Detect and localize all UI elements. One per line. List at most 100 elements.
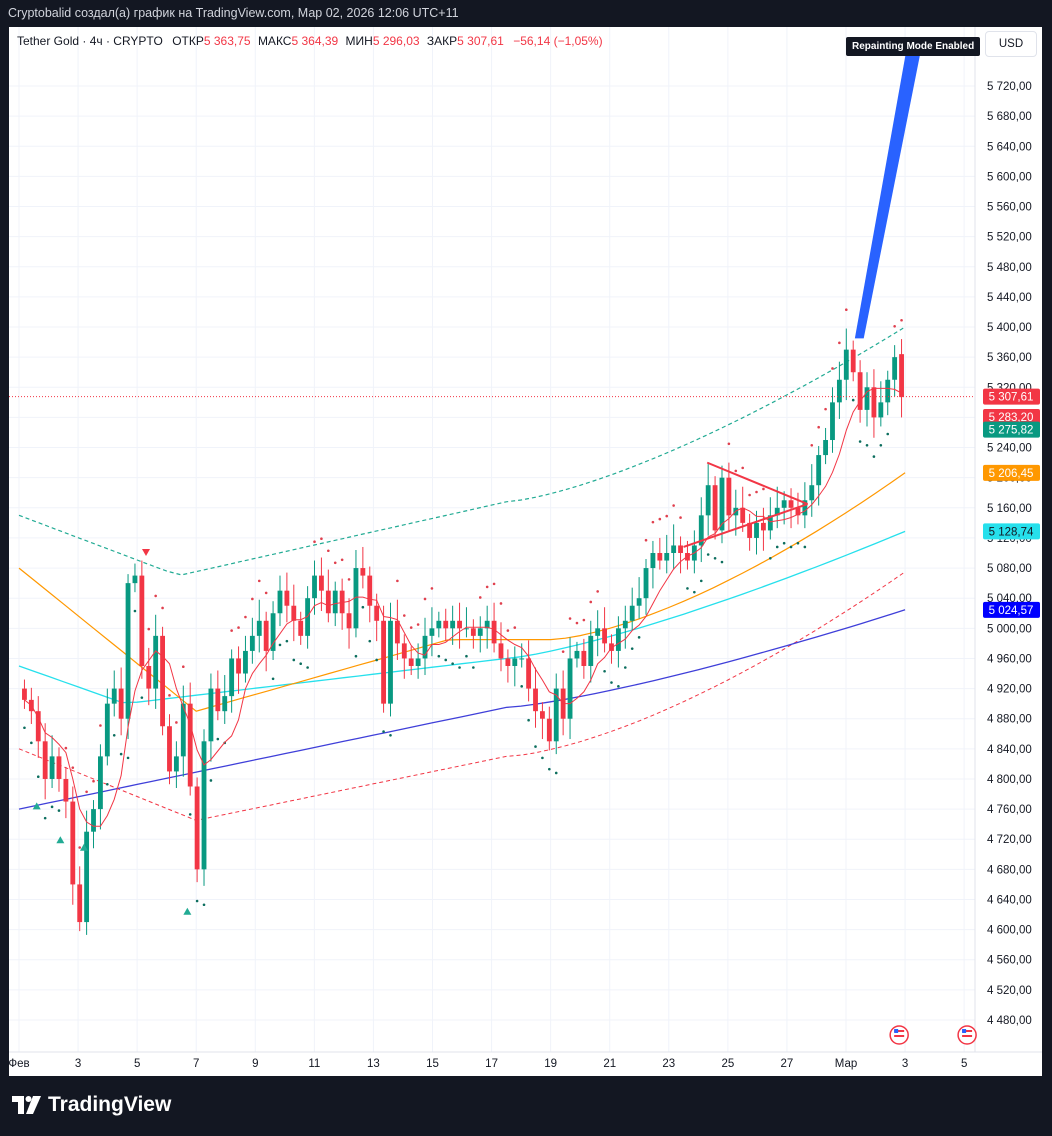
buy-signal-marker — [32, 802, 41, 810]
sar-dot — [230, 629, 233, 632]
bear-candle — [263, 620, 269, 651]
buy-signal-marker — [79, 843, 88, 851]
bull-candle — [809, 485, 815, 501]
sar-dot — [251, 597, 254, 601]
x-tick-label: 9 — [252, 1058, 258, 1070]
sar-dot — [713, 556, 717, 560]
bear-candle — [284, 590, 290, 606]
sar-dot — [313, 540, 316, 544]
bull-candle — [201, 741, 207, 870]
triangle-upper-line — [706, 461, 808, 505]
sar-dot — [706, 553, 710, 556]
symbol-name[interactable]: Tether Gold · 4ч · CRYPTO — [17, 34, 163, 48]
repainting-mode-badge: Repainting Mode Enabled — [846, 37, 981, 56]
bull-candle — [588, 635, 594, 666]
price-label-text: 5 128,74 — [989, 526, 1034, 538]
sar-dot — [623, 666, 627, 669]
bull-candle — [277, 590, 283, 614]
bull-candle — [622, 620, 628, 629]
sar-dot — [665, 514, 669, 518]
bull-candle — [208, 688, 214, 742]
bear-candle — [367, 575, 373, 606]
y-tick-label: 5 160,00 — [987, 503, 1032, 515]
sar-dot — [582, 618, 586, 622]
sar-dot — [119, 752, 123, 756]
bear-candle — [533, 688, 538, 712]
bear-candle — [747, 522, 753, 538]
sar-dot — [686, 587, 689, 590]
change-value: −56,14 (−1,05%) — [513, 34, 603, 48]
bull-candle — [553, 688, 559, 742]
sar-dot — [858, 440, 862, 443]
bull-candle — [477, 628, 483, 636]
close-label: ЗАКР — [426, 34, 458, 48]
sar-dot — [644, 538, 648, 542]
y-tick-label: 4 680,00 — [987, 864, 1032, 876]
price-chart[interactable]: 5 720,00 5 680,00 5 640,00 5 600,00 5 560,00… — [9, 27, 1042, 1076]
bull-candle — [512, 658, 518, 666]
bull-candle — [698, 515, 704, 546]
bull-candle — [256, 620, 262, 636]
chart-frame[interactable]: 5 720,00 5 680,00 5 640,00 5 600,00 5 560,00… — [9, 27, 1042, 1076]
us-flag-canton — [894, 1029, 899, 1033]
sar-dot — [844, 308, 848, 312]
currency-button[interactable]: USD — [985, 31, 1037, 57]
bull-candle — [878, 402, 884, 418]
sar-dot — [175, 721, 178, 724]
sar-dot — [817, 425, 820, 429]
x-tick-label: 3 — [75, 1058, 81, 1070]
tradingview-logo[interactable]: TradingView — [12, 1093, 171, 1117]
bull-candle — [781, 500, 787, 508]
bull-candle — [767, 515, 773, 531]
upper-band-line — [18, 326, 906, 576]
sar-dot — [554, 771, 558, 775]
sar-dot — [30, 741, 33, 745]
sar-dot — [492, 582, 496, 586]
sar-dot — [140, 696, 144, 699]
bull-candle — [885, 379, 891, 403]
bear-candle — [22, 688, 27, 700]
red-moving-average — [24, 387, 902, 827]
bull-candle — [249, 635, 255, 651]
sar-dot — [472, 666, 475, 669]
price-label-bg — [983, 601, 1040, 618]
sar-dot — [762, 487, 765, 491]
bull-candle — [464, 628, 469, 630]
bear-candle — [491, 620, 497, 644]
price-label-text: 5 024,57 — [989, 605, 1034, 617]
bear-candle — [339, 590, 345, 614]
tradingview-logo-icon — [12, 1096, 41, 1114]
high-value: 5 364,39 — [291, 34, 339, 48]
open-label: ОТКР — [172, 34, 204, 48]
x-tick-label: 5 — [961, 1058, 967, 1070]
y-tick-label: 5 720,00 — [987, 81, 1032, 93]
bull-candle — [864, 387, 870, 410]
sar-dot — [43, 816, 47, 820]
bear-candle — [899, 354, 904, 398]
y-tick-label: 5 600,00 — [987, 171, 1032, 183]
bear-candle — [236, 658, 241, 674]
sar-dot — [478, 596, 482, 599]
sar-dot — [437, 654, 441, 658]
y-tick-label: 4 560,00 — [987, 955, 1032, 967]
bull-candle — [111, 688, 117, 704]
bull-candle — [567, 658, 573, 719]
sar-dot — [575, 621, 579, 625]
bull-candle — [816, 455, 822, 486]
bear-candle — [35, 711, 41, 742]
bull-candle — [415, 658, 421, 666]
bear-candle — [401, 643, 407, 659]
sar-dot — [630, 647, 634, 650]
sar-dot — [506, 629, 510, 632]
y-tick-label: 5 000,00 — [987, 623, 1032, 635]
sar-dot — [333, 561, 337, 565]
sar-dot — [92, 779, 95, 783]
bear-candle — [394, 620, 400, 644]
x-tick-label: Фев — [9, 1058, 30, 1070]
bear-candle — [319, 575, 324, 591]
sar-dot — [216, 737, 220, 741]
bull-candle — [332, 590, 338, 614]
y-tick-label: 5 560,00 — [987, 202, 1032, 214]
low-label: МИН — [345, 34, 373, 48]
bull-candle — [774, 507, 780, 516]
